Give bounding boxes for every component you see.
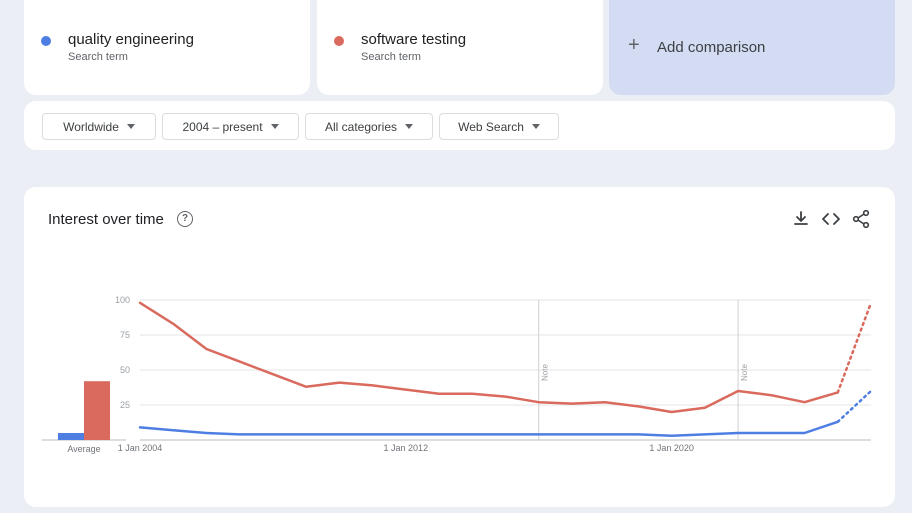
caret-down-icon [270, 124, 279, 129]
caret-down-icon [126, 124, 135, 129]
interest-over-time-panel: Interest over time ? Average 25 50 75 100 Not… [24, 187, 895, 507]
region-dropdown[interactable]: Worldwide [42, 113, 156, 140]
caret-down-icon [405, 124, 414, 129]
filter-bar: Worldwide 2004 – present All categories … [24, 101, 895, 150]
average-label: Average [67, 444, 100, 454]
share-icon[interactable] [851, 209, 871, 229]
add-comparison-label: Add comparison [657, 39, 766, 56]
x-tick-label: 1 Jan 2012 [384, 443, 429, 453]
series-color-dot [334, 36, 344, 46]
interest-over-time-chart: Average 25 50 75 100 Note Note 1 Jan 2004 1 Jan … [42, 295, 873, 454]
x-tick-label: 1 Jan 2020 [649, 443, 694, 453]
search-term-name[interactable]: software testing [361, 31, 467, 48]
category-dropdown[interactable]: All categories [305, 113, 433, 140]
search-type-dropdown[interactable]: Web Search [439, 113, 559, 140]
search-type-value: Web Search [458, 119, 524, 134]
note-label: Note [541, 364, 550, 381]
region-value: Worldwide [63, 119, 119, 134]
caret-down-icon [531, 124, 540, 129]
search-term-card-1[interactable]: quality engineering Search term [24, 0, 310, 95]
plus-icon: + [628, 34, 640, 56]
y-tick-label: 75 [120, 330, 130, 340]
x-tick-label: 1 Jan 2004 [118, 443, 163, 453]
note-label: Note [740, 364, 749, 381]
y-tick-label: 100 [115, 295, 130, 305]
y-tick-label: 50 [120, 365, 130, 375]
series-line-2 [138, 301, 840, 414]
search-term-label: Search term [361, 51, 421, 63]
download-icon[interactable] [791, 209, 811, 229]
time-range-value: 2004 – present [182, 119, 263, 134]
search-term-label: Search term [68, 51, 128, 63]
search-term-card-2[interactable]: software testing Search term [317, 0, 603, 95]
add-comparison-button[interactable]: + Add comparison [609, 0, 895, 95]
average-bar-1 [58, 433, 84, 440]
series-partial-line-2 [836, 301, 873, 394]
chart-title: Interest over time [48, 211, 164, 228]
series-line-1 [138, 420, 840, 438]
search-term-name[interactable]: quality engineering [68, 31, 194, 48]
y-tick-label: 25 [120, 400, 130, 410]
embed-icon[interactable] [821, 209, 841, 229]
series-color-dot [41, 36, 51, 46]
series-partial-line-1 [836, 389, 873, 424]
average-bar-2 [84, 381, 110, 440]
category-value: All categories [324, 119, 398, 134]
time-range-dropdown[interactable]: 2004 – present [162, 113, 299, 140]
help-icon[interactable]: ? [177, 211, 193, 227]
